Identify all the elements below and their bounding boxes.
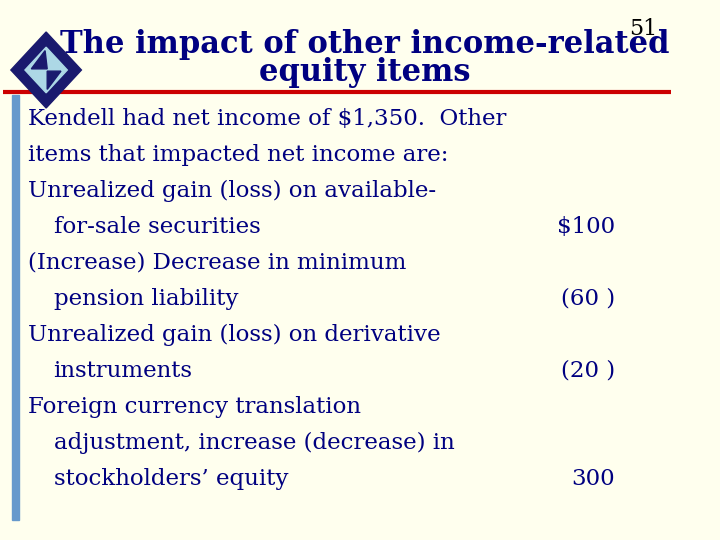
Text: equity items: equity items — [259, 57, 470, 87]
Text: stockholders’ equity: stockholders’ equity — [53, 468, 288, 490]
Polygon shape — [11, 32, 81, 108]
Text: Unrealized gain (loss) on available-: Unrealized gain (loss) on available- — [29, 180, 436, 202]
Text: for-sale securities: for-sale securities — [53, 216, 261, 238]
Text: 300: 300 — [572, 468, 616, 490]
Text: (60 ): (60 ) — [561, 288, 616, 310]
Text: $100: $100 — [557, 216, 616, 238]
Text: adjustment, increase (decrease) in: adjustment, increase (decrease) in — [53, 432, 454, 454]
Text: pension liability: pension liability — [53, 288, 238, 310]
Text: The impact of other income-related: The impact of other income-related — [60, 30, 670, 60]
Text: 51: 51 — [629, 18, 657, 40]
Polygon shape — [31, 51, 48, 69]
Text: (Increase) Decrease in minimum: (Increase) Decrease in minimum — [29, 252, 407, 274]
Text: instruments: instruments — [53, 360, 192, 382]
Polygon shape — [48, 71, 61, 90]
Text: (20 ): (20 ) — [561, 360, 616, 382]
Polygon shape — [25, 47, 67, 93]
Text: Foreign currency translation: Foreign currency translation — [29, 396, 361, 418]
Text: Unrealized gain (loss) on derivative: Unrealized gain (loss) on derivative — [29, 324, 441, 346]
Text: Kendell had net income of $1,350.  Other: Kendell had net income of $1,350. Other — [29, 108, 507, 130]
Text: items that impacted net income are:: items that impacted net income are: — [29, 144, 449, 166]
FancyBboxPatch shape — [12, 95, 19, 520]
